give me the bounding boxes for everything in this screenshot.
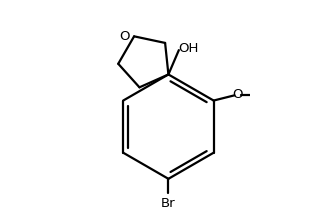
Text: O: O xyxy=(119,30,130,43)
Text: Br: Br xyxy=(161,197,176,210)
Text: O: O xyxy=(233,88,243,101)
Text: OH: OH xyxy=(178,42,199,55)
